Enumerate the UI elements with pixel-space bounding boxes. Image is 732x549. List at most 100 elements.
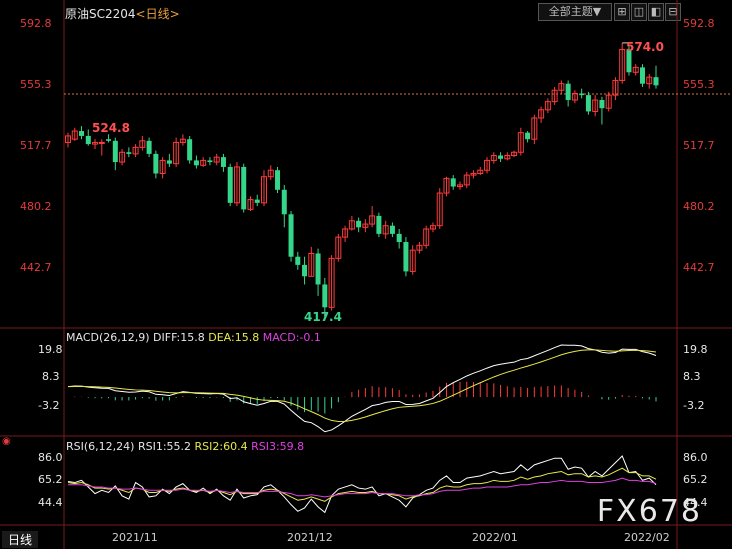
candle-body	[119, 151, 126, 163]
macd-diff-line	[67, 344, 657, 433]
price-axis-right-label: 480.2	[683, 200, 715, 213]
high-price-label: 574.0	[626, 40, 664, 54]
candle-body	[639, 67, 645, 84]
candle-body	[295, 256, 301, 265]
price-axis-left-label: 592.8	[20, 17, 52, 30]
low-price-label: 417.4	[304, 310, 342, 324]
candle-body	[632, 66, 639, 73]
period-label[interactable]: <日线>	[135, 7, 180, 21]
rsi1-value: RSI1:55.2	[137, 440, 192, 453]
candle-body	[173, 141, 180, 165]
candle-body	[126, 152, 132, 154]
rsi3-value: RSI3:59.8	[251, 440, 305, 453]
price-axis-right-label: 442.7	[683, 261, 715, 274]
candle-body	[254, 199, 260, 203]
macd-dea-line	[67, 349, 657, 422]
price-axis-left-label: 480.2	[20, 200, 52, 213]
date-axis-label: 2022/01	[472, 531, 518, 544]
macd-diff: DIFF:15.8	[153, 331, 205, 344]
candle-body	[558, 83, 565, 91]
date-axis-label: 2021/12	[287, 531, 333, 544]
panel-icon[interactable]: ◧	[648, 3, 664, 21]
candle-body	[544, 101, 551, 111]
candle-body	[619, 48, 626, 81]
rsi-legend: RSI(6,12,24) RSI1:55.2 RSI2:60.4 RSI3:59…	[66, 440, 304, 453]
candle-body	[302, 264, 308, 277]
candle-body	[646, 76, 653, 85]
macd-title: MACD(26,12,9)	[66, 331, 150, 344]
candle-body	[98, 141, 105, 144]
candle-body	[233, 166, 240, 204]
candle-body	[511, 151, 518, 157]
candle-body	[504, 155, 511, 160]
rsi-axis-label: 44.4	[683, 496, 708, 509]
candle-body	[308, 252, 315, 277]
macd-axis-label: 8.3	[42, 370, 60, 383]
candle-body	[220, 157, 226, 167]
candle-body	[498, 155, 504, 159]
candle-body	[241, 166, 247, 210]
candle-body	[187, 139, 193, 161]
candle-body	[267, 169, 274, 178]
macd-value: MACD:-0.1	[262, 331, 321, 344]
candle-body	[166, 160, 172, 164]
candle-body	[382, 225, 389, 235]
price-axis-left-label: 442.7	[20, 261, 52, 274]
macd-axis-label: 19.8	[683, 343, 708, 356]
candle-body	[261, 176, 267, 204]
candle-body	[348, 220, 355, 230]
split-view-icon[interactable]: ◫	[631, 3, 647, 21]
candle-body	[193, 160, 199, 166]
candle-body	[200, 159, 207, 166]
candle-body	[132, 146, 139, 155]
candle-body	[565, 83, 571, 101]
candle-body	[179, 138, 186, 143]
price-axis-left-label: 517.7	[20, 139, 52, 152]
price-axis-right-label: 555.3	[683, 78, 715, 91]
candle-body	[328, 257, 335, 308]
candle-body	[436, 192, 443, 227]
candle-body	[207, 160, 213, 163]
symbol-name: 原油SC2204	[65, 7, 136, 21]
theme-select[interactable]: 全部主题▼	[538, 3, 612, 21]
price-axis-left-label: 555.3	[20, 78, 52, 91]
candle-body	[106, 139, 112, 141]
candle-body	[376, 215, 382, 234]
settings-dot-icon[interactable]: ◉	[2, 436, 11, 447]
period-tab[interactable]: 日线	[2, 531, 39, 548]
candle-body	[579, 93, 585, 96]
candle-body	[112, 140, 118, 163]
macd-axis-label: -3.2	[38, 399, 60, 412]
candle-body	[362, 223, 369, 228]
candle-body	[592, 99, 599, 112]
candle-body	[369, 215, 376, 225]
rsi-axis-label: 86.0	[683, 451, 708, 464]
candle-body	[92, 141, 99, 145]
candle-body	[429, 225, 436, 230]
candle-body	[470, 172, 477, 176]
date-axis-label: 2022/02	[624, 531, 670, 544]
candle-body	[484, 159, 491, 171]
candle-body	[599, 100, 605, 109]
rsi-title: RSI(6,12,24)	[66, 440, 135, 453]
candle-body	[612, 79, 619, 96]
candle-body	[342, 228, 349, 238]
candle-body	[490, 155, 497, 161]
candle-body	[653, 77, 659, 86]
candle-body	[585, 95, 591, 112]
candle-body	[322, 284, 328, 308]
macd-axis-label: 8.3	[683, 370, 701, 383]
candle-body	[626, 49, 632, 73]
watermark-logo: FX678	[596, 494, 702, 529]
chart-title: 原油SC2204<日线>	[65, 5, 180, 22]
candle-body	[288, 214, 294, 257]
rsi2-line	[67, 467, 657, 502]
candle-body	[315, 253, 321, 285]
candle-body	[531, 117, 538, 140]
layout-icon[interactable]: ⊞	[614, 3, 630, 21]
candle-body	[153, 153, 159, 174]
candle-body	[416, 244, 423, 251]
candle-body	[146, 140, 152, 154]
candle-body	[335, 236, 342, 259]
